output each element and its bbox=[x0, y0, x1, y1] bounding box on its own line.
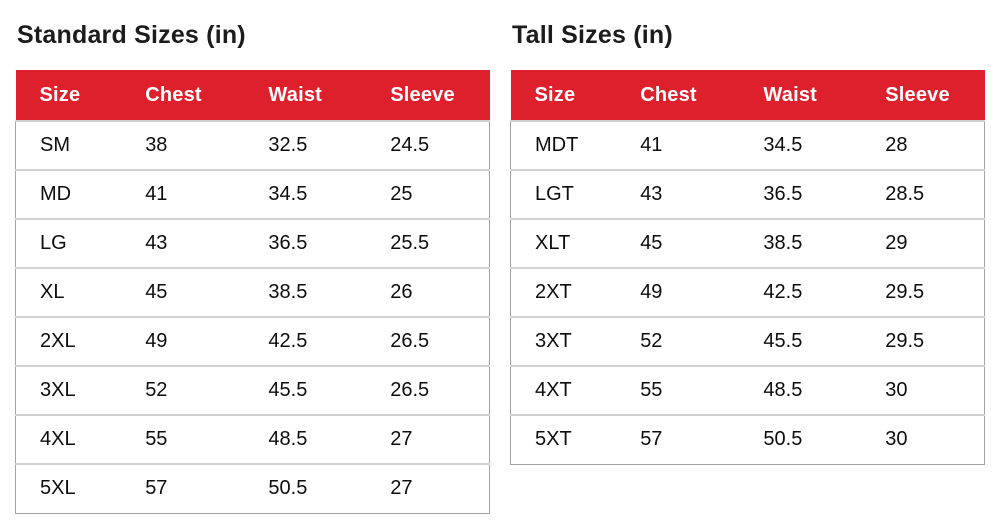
data-cell: 26.5 bbox=[366, 365, 491, 415]
data-cell: 55 bbox=[121, 414, 245, 464]
table-row: 3XT 52 45.5 29.5 bbox=[510, 316, 986, 366]
size-table: Size Chest Waist Sleeve SM 38 32.5 24.5 MD 41 34.5… bbox=[15, 70, 491, 514]
table-row: XL 45 38.5 26 bbox=[15, 267, 491, 317]
data-cell: 26 bbox=[366, 267, 491, 317]
size-cell: SM bbox=[15, 120, 122, 170]
size-cell: 4XT bbox=[510, 365, 617, 415]
data-cell: 57 bbox=[121, 463, 245, 514]
data-cell: 26.5 bbox=[366, 316, 491, 366]
header-row: Size Chest Waist Sleeve bbox=[510, 70, 985, 121]
table-body: MDT 41 34.5 28 LGT 43 36.5 28.5 XLT 45 38.5 29 2XT 49… bbox=[510, 120, 986, 465]
size-cell: MDT bbox=[510, 120, 617, 170]
data-cell: 52 bbox=[121, 365, 245, 415]
data-cell: 36.5 bbox=[739, 169, 862, 219]
column-header-sleeve: Sleeve bbox=[861, 70, 985, 121]
data-cell: 41 bbox=[616, 120, 740, 170]
table-title: Standard Sizes (in) bbox=[17, 21, 246, 49]
data-cell: 48.5 bbox=[244, 414, 367, 464]
data-cell: 43 bbox=[121, 218, 245, 268]
column-header-sleeve: Sleeve bbox=[366, 70, 490, 121]
size-cell: LG bbox=[15, 218, 122, 268]
size-cell: XL bbox=[15, 267, 122, 317]
size-cell: 2XT bbox=[510, 267, 617, 317]
size-cell: 2XL bbox=[15, 316, 122, 366]
size-table: Size Chest Waist Sleeve MDT 41 34.5 28 LGT 43 36.5… bbox=[510, 70, 986, 465]
column-header-size: Size bbox=[510, 70, 617, 121]
table-row: 3XL 52 45.5 26.5 bbox=[15, 365, 491, 415]
size-cell: 5XT bbox=[510, 414, 617, 465]
data-cell: 36.5 bbox=[244, 218, 367, 268]
size-cell: 3XT bbox=[510, 316, 617, 366]
data-cell: 29 bbox=[861, 218, 986, 268]
data-cell: 55 bbox=[616, 365, 740, 415]
data-cell: 48.5 bbox=[739, 365, 862, 415]
data-cell: 38.5 bbox=[739, 218, 862, 268]
table-row: LG 43 36.5 25.5 bbox=[15, 218, 491, 268]
table-row: XLT 45 38.5 29 bbox=[510, 218, 986, 268]
data-cell: 45 bbox=[121, 267, 245, 317]
column-header-size: Size bbox=[15, 70, 122, 121]
table-row: MD 41 34.5 25 bbox=[15, 169, 491, 219]
table-row: 4XT 55 48.5 30 bbox=[510, 365, 986, 415]
data-cell: 49 bbox=[121, 316, 245, 366]
size-cell: 3XL bbox=[15, 365, 122, 415]
header-row: Size Chest Waist Sleeve bbox=[15, 70, 490, 121]
size-table-section-standard-sizes-in: Standard Sizes (in) Size Chest Waist Sleeve S… bbox=[15, 20, 491, 514]
column-header-waist: Waist bbox=[244, 70, 367, 121]
column-header-chest: Chest bbox=[121, 70, 245, 121]
data-cell: 30 bbox=[861, 414, 986, 465]
table-row: MDT 41 34.5 28 bbox=[510, 120, 986, 170]
table-header-row: Size Chest Waist Sleeve bbox=[15, 70, 490, 121]
table-header-row: Size Chest Waist Sleeve bbox=[510, 70, 985, 121]
data-cell: 43 bbox=[616, 169, 740, 219]
data-cell: 34.5 bbox=[739, 120, 862, 170]
data-cell: 45 bbox=[616, 218, 740, 268]
data-cell: 45.5 bbox=[244, 365, 367, 415]
data-cell: 24.5 bbox=[366, 120, 491, 170]
data-cell: 50.5 bbox=[739, 414, 862, 465]
data-cell: 57 bbox=[616, 414, 740, 465]
table-row: 2XT 49 42.5 29.5 bbox=[510, 267, 986, 317]
data-cell: 28.5 bbox=[861, 169, 986, 219]
data-cell: 41 bbox=[121, 169, 245, 219]
table-row: LGT 43 36.5 28.5 bbox=[510, 169, 986, 219]
data-cell: 42.5 bbox=[739, 267, 862, 317]
size-table-section-tall-sizes-in: Tall Sizes (in) Size Chest Waist Sleeve MDT 41… bbox=[510, 20, 986, 514]
size-cell: 4XL bbox=[15, 414, 122, 464]
table-row: SM 38 32.5 24.5 bbox=[15, 120, 491, 170]
size-cell: XLT bbox=[510, 218, 617, 268]
data-cell: 50.5 bbox=[244, 463, 367, 514]
data-cell: 25 bbox=[366, 169, 491, 219]
size-cell: LGT bbox=[510, 169, 617, 219]
data-cell: 45.5 bbox=[739, 316, 862, 366]
data-cell: 32.5 bbox=[244, 120, 367, 170]
data-cell: 29.5 bbox=[861, 316, 986, 366]
table-row: 5XL 57 50.5 27 bbox=[15, 463, 491, 514]
data-cell: 52 bbox=[616, 316, 740, 366]
size-cell: MD bbox=[15, 169, 122, 219]
table-row: 5XT 57 50.5 30 bbox=[510, 414, 986, 465]
table-title: Tall Sizes (in) bbox=[512, 21, 673, 49]
size-cell: 5XL bbox=[15, 463, 122, 514]
data-cell: 30 bbox=[861, 365, 986, 415]
data-cell: 28 bbox=[861, 120, 986, 170]
data-cell: 29.5 bbox=[861, 267, 986, 317]
data-cell: 49 bbox=[616, 267, 740, 317]
column-header-chest: Chest bbox=[616, 70, 740, 121]
data-cell: 27 bbox=[366, 463, 491, 514]
data-cell: 38.5 bbox=[244, 267, 367, 317]
column-header-waist: Waist bbox=[739, 70, 862, 121]
data-cell: 27 bbox=[366, 414, 491, 464]
table-row: 2XL 49 42.5 26.5 bbox=[15, 316, 491, 366]
table-row: 4XL 55 48.5 27 bbox=[15, 414, 491, 464]
data-cell: 38 bbox=[121, 120, 245, 170]
data-cell: 25.5 bbox=[366, 218, 491, 268]
data-cell: 42.5 bbox=[244, 316, 367, 366]
data-cell: 34.5 bbox=[244, 169, 367, 219]
table-body: SM 38 32.5 24.5 MD 41 34.5 25 LG 43 36.5 25.5 XL 45 38… bbox=[15, 120, 491, 514]
